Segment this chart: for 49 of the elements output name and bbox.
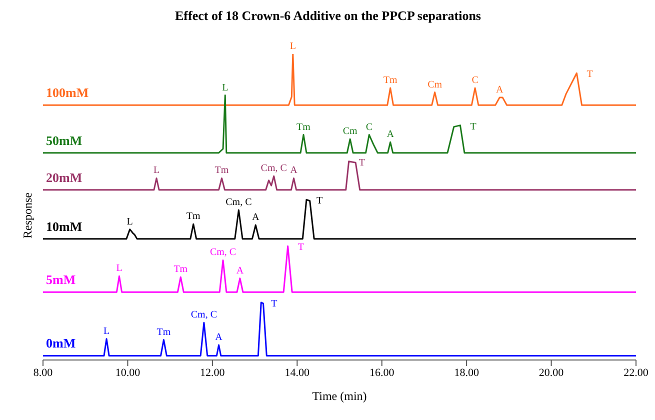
y-axis-title: Response [20, 192, 36, 240]
annotation: L [290, 41, 296, 52]
annotation: T [298, 242, 304, 254]
x-tick-label: 18.00 [454, 366, 480, 379]
x-tick-label: 22.00 [624, 366, 649, 379]
annotation: A [215, 332, 224, 344]
annotation: Tm [174, 264, 188, 276]
annotation: Tm [156, 326, 171, 338]
annotation: L [116, 263, 122, 274]
annotation: Tm [296, 122, 311, 133]
series-label: 100mM [46, 85, 89, 100]
annotation: Tm [214, 165, 229, 176]
annotation: A [386, 129, 395, 140]
series-label: 50mM [46, 132, 82, 148]
annotation: Cm [428, 79, 442, 90]
x-tick-label: 8.00 [33, 366, 54, 379]
annotation: Cm, C [210, 247, 236, 258]
series-label: 5mM [46, 272, 76, 288]
annotation: T [358, 157, 365, 168]
annotation: L [103, 326, 110, 337]
series-label: 20mM [46, 170, 82, 185]
annotation: T [271, 298, 278, 310]
annotation: C [366, 122, 373, 133]
annotation: Cm, C [226, 197, 252, 208]
x-tick-label: 20.00 [538, 366, 564, 379]
annotation: A [252, 212, 260, 224]
annotation: T [586, 69, 593, 80]
annotation: Cm, C [260, 163, 288, 174]
annotation: Tm [383, 74, 398, 86]
annotation: Cm [342, 126, 358, 138]
x-tick-label: 14.00 [284, 366, 310, 379]
annotation: A [236, 265, 244, 276]
annotation: Cm, C [190, 310, 218, 321]
chart-title: Effect of 18 Crown-6 Additive on the PPCP separations [174, 8, 482, 25]
annotation: C [472, 74, 479, 86]
x-tick-label: 16.00 [369, 366, 395, 379]
series-label: 0mM [46, 336, 76, 351]
annotation: T [316, 196, 323, 207]
annotation: A [496, 84, 504, 96]
x-axis-title: Time (min) [312, 389, 367, 403]
x-tick-label: 12.00 [200, 366, 226, 379]
annotation: Tm [186, 211, 201, 222]
annotation: L [126, 216, 133, 228]
annotation: L [153, 165, 160, 176]
annotation: T [470, 121, 476, 132]
series-label: 10mM [46, 218, 82, 234]
annotation: A [290, 165, 298, 176]
x-tick-label: 10.00 [115, 366, 141, 379]
annotation: L [222, 82, 228, 94]
